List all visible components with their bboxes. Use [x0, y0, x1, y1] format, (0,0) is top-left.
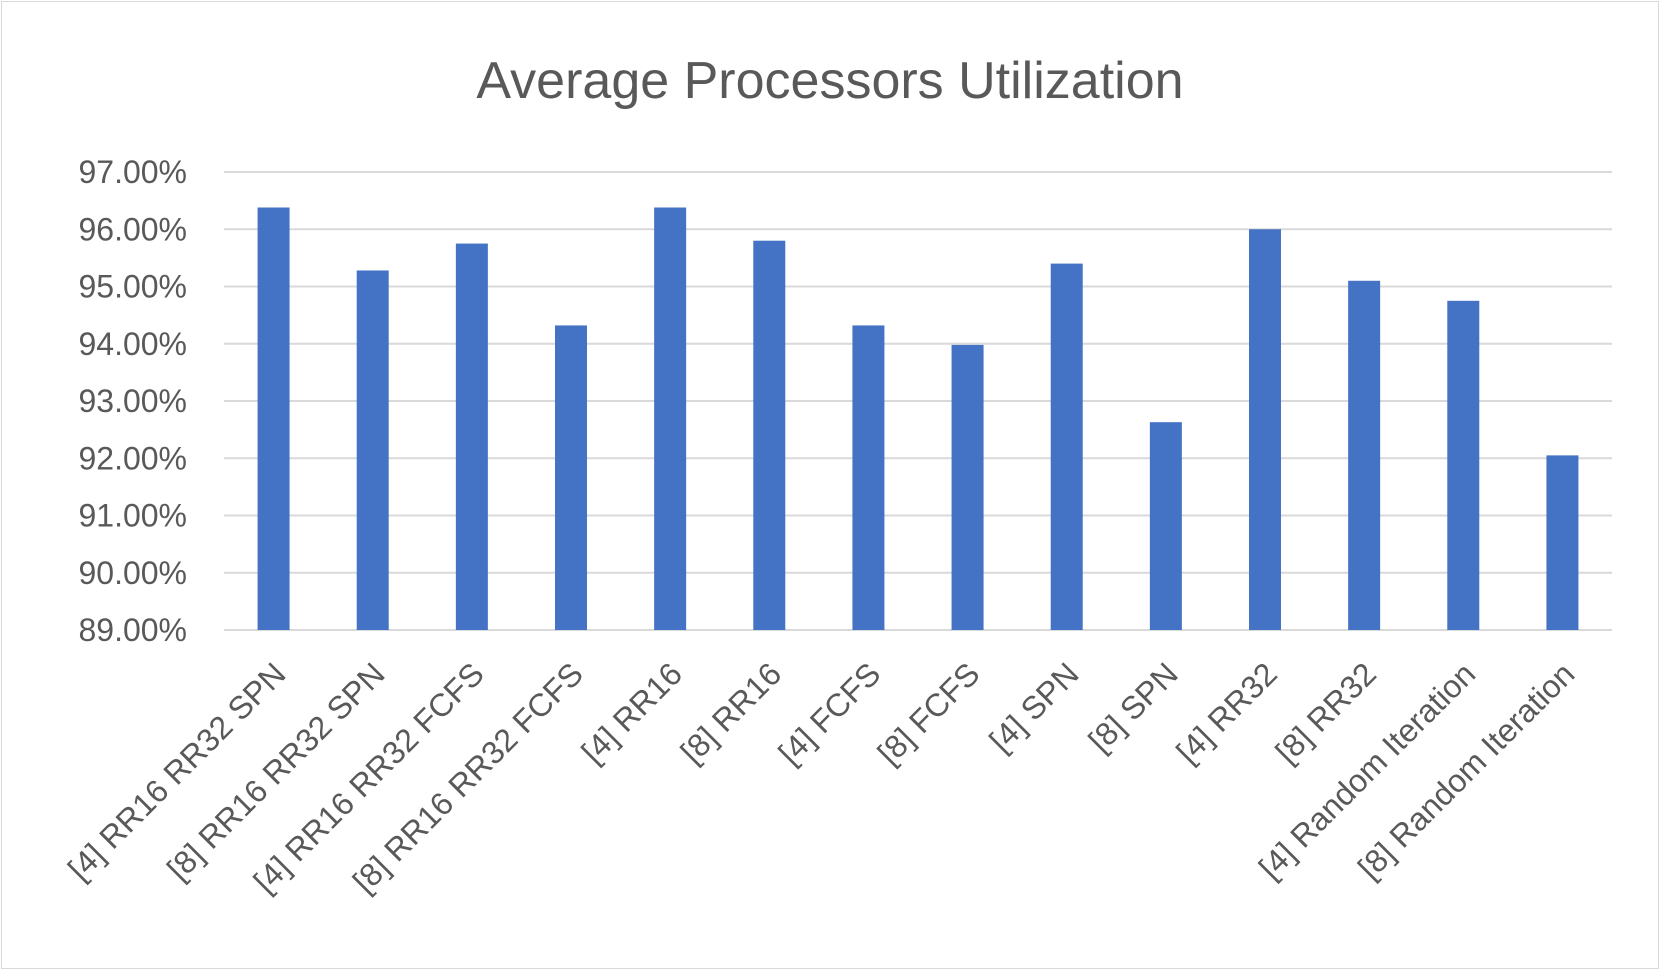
x-category-label: [8] FCFS: [871, 655, 987, 771]
bar: [951, 344, 984, 630]
x-axis-category-labels: [4] RR16 RR32 SPN[8] RR16 RR32 SPN[4] RR…: [61, 655, 1582, 899]
gridlines: [224, 171, 1612, 631]
bar: [257, 207, 290, 630]
y-tick-label: 95.00%: [78, 269, 187, 305]
x-category-label: [8] RR16: [673, 655, 788, 770]
bar: [1447, 300, 1480, 630]
bar: [753, 240, 786, 630]
y-tick-label: 89.00%: [78, 612, 187, 648]
x-category-label: [4] RR32: [1169, 655, 1284, 770]
chart-title: Average Processors Utilization: [476, 52, 1183, 110]
y-tick-label: 92.00%: [78, 440, 187, 476]
bar: [1348, 280, 1381, 630]
bar: [356, 270, 389, 630]
y-axis-tick-labels: 97.00% 96.00% 95.00% 94.00% 93.00% 92.00% 91.0…: [78, 154, 187, 648]
bar: [455, 243, 488, 630]
bar: [1149, 422, 1182, 630]
bars: [257, 207, 1579, 630]
y-tick-label: 90.00%: [78, 555, 187, 591]
y-tick-label: 91.00%: [78, 498, 187, 534]
bar: [1546, 455, 1579, 630]
bar: [555, 325, 587, 630]
bar: [852, 325, 885, 630]
y-tick-label: 96.00%: [78, 211, 187, 247]
x-category-label: [4] FCFS: [771, 655, 887, 771]
x-category-label: [4] SPN: [982, 655, 1085, 758]
x-category-label: [4] RR16: [574, 655, 689, 770]
y-tick-label: 93.00%: [78, 383, 187, 419]
bar: [1249, 229, 1281, 630]
y-tick-label: 94.00%: [78, 326, 187, 362]
bar: [654, 207, 687, 630]
bar: [1050, 263, 1083, 630]
y-tick-label: 97.00%: [78, 154, 187, 190]
